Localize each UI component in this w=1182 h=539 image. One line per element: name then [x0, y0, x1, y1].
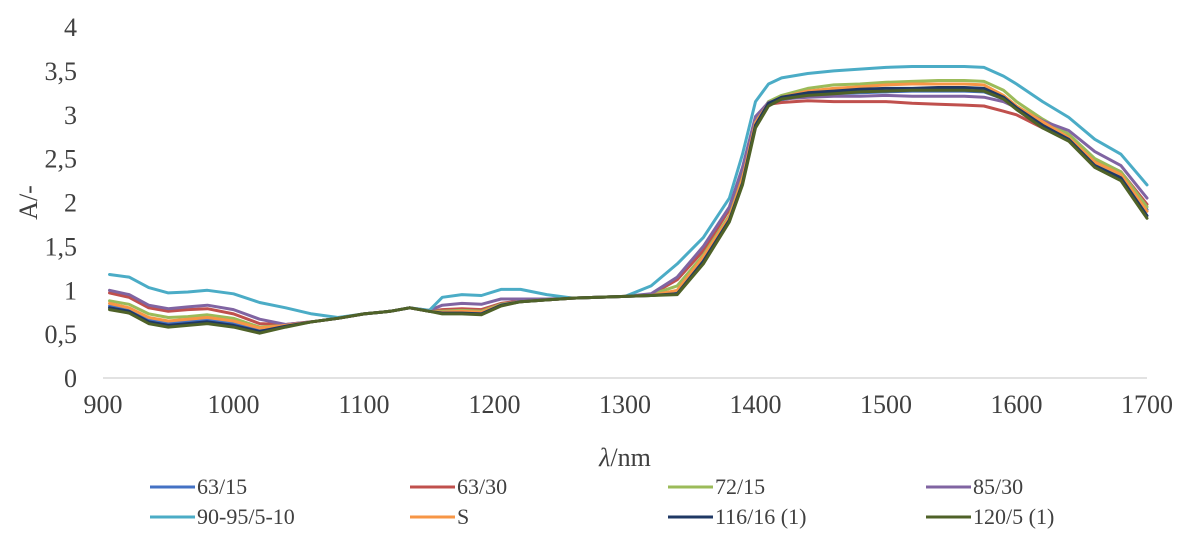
x-tick-label: 1000 — [208, 390, 260, 419]
legend: 63/15 63/30 72/15 85/30 90-95/5-10 S 116/16 (1… — [150, 474, 1054, 529]
legend-item: 116/16 (1) — [668, 504, 806, 529]
y-tick-label: 1 — [64, 276, 77, 305]
y-tick-label: 0 — [64, 364, 77, 393]
x-tick-label: 1300 — [599, 390, 651, 419]
x-tick-label: 1700 — [1121, 390, 1173, 419]
legend-item: 120/5 (1) — [926, 504, 1054, 529]
x-axis-title: λ/nm — [598, 443, 651, 472]
series-line-6 — [108, 82, 1149, 330]
x-tick-label: 1500 — [860, 390, 912, 419]
x-tick-labels: 900 1000 1100 1200 1300 1400 1500 1600 1700 — [84, 390, 1174, 419]
legend-item: 85/30 — [926, 474, 1023, 499]
legend-label: S — [457, 504, 469, 529]
legend-label: 63/30 — [457, 474, 507, 499]
series-line-8 — [108, 88, 1149, 335]
x-tick-label: 1600 — [991, 390, 1043, 419]
y-tick-label: 1,5 — [45, 232, 78, 261]
x-tick-label: 900 — [84, 390, 123, 419]
legend-label: 85/30 — [973, 474, 1023, 499]
series-line-1 — [108, 89, 1149, 331]
y-tick-label: 3,5 — [45, 57, 78, 86]
y-tick-label: 4 — [64, 13, 77, 42]
legend-item: 90-95/5-10 — [150, 504, 295, 529]
x-tick-label: 1400 — [730, 390, 782, 419]
x-tick-label: 1200 — [469, 390, 521, 419]
series-line-2 — [108, 99, 1149, 326]
legend-label: 63/15 — [197, 474, 247, 499]
legend-label: 116/16 (1) — [715, 504, 806, 529]
y-tick-label: 2,5 — [45, 145, 78, 174]
series-line-5 — [108, 65, 1149, 319]
y-tick-label: 2 — [64, 189, 77, 218]
legend-label: 72/15 — [715, 474, 765, 499]
y-axis-title: A/- — [14, 185, 43, 220]
legend-label: 90-95/5-10 — [197, 504, 295, 529]
series-line-4 — [108, 93, 1149, 326]
y-tick-labels: 0 0,5 1 1,5 2 2,5 3 3,5 4 — [45, 13, 78, 393]
y-tick-label: 3 — [64, 101, 77, 130]
series-line-3 — [108, 79, 1149, 329]
legend-label: 120/5 (1) — [973, 504, 1054, 529]
x-tick-label: 1100 — [338, 390, 389, 419]
legend-item: 72/15 — [668, 474, 765, 499]
y-tick-label: 0,5 — [45, 320, 78, 349]
legend-item: S — [410, 504, 469, 529]
legend-item: 63/15 — [150, 474, 247, 499]
plot-area — [108, 65, 1149, 335]
legend-item: 63/30 — [410, 474, 507, 499]
